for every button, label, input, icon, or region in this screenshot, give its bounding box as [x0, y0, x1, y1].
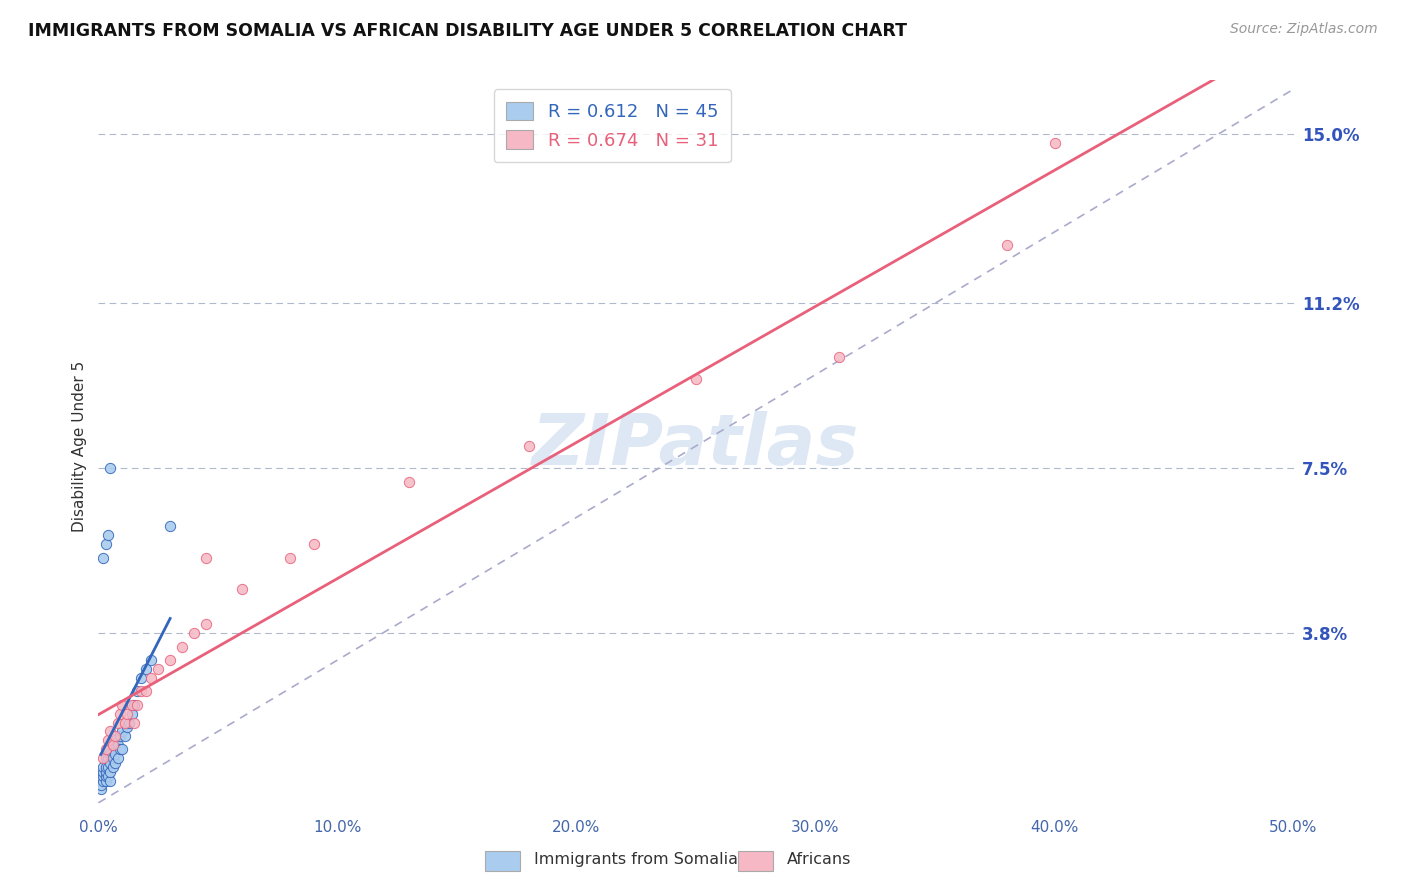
Point: [118, 715, 141, 730]
Point: [101, 760, 124, 774]
Point: [94, 760, 117, 774]
Point: [195, 617, 218, 632]
Point: [94, 537, 117, 551]
Legend: R = 0.612   N = 45, R = 0.674   N = 31: R = 0.612 N = 45, R = 0.674 N = 31: [494, 89, 731, 162]
Point: [97, 751, 120, 765]
Text: Source: ZipAtlas.com: Source: ZipAtlas.com: [1230, 22, 1378, 37]
Point: [97, 528, 120, 542]
Point: [139, 653, 162, 667]
Point: [111, 724, 134, 739]
Point: [97, 733, 120, 747]
Point: [108, 742, 131, 756]
Point: [159, 653, 181, 667]
Y-axis label: Disability Age Under 5: Disability Age Under 5: [72, 360, 87, 532]
Point: [685, 372, 707, 386]
Point: [101, 738, 124, 752]
Point: [108, 706, 131, 721]
Point: [98, 756, 122, 770]
Point: [91, 760, 114, 774]
Point: [124, 715, 146, 730]
Point: [121, 698, 143, 712]
Point: [94, 742, 117, 756]
Point: [114, 715, 136, 730]
Point: [94, 751, 117, 765]
Point: [115, 706, 138, 721]
Point: [91, 769, 114, 783]
Point: [172, 640, 194, 654]
Point: [398, 475, 420, 489]
Point: [107, 738, 129, 752]
Point: [98, 461, 122, 475]
Point: [91, 764, 114, 779]
Point: [90, 778, 112, 792]
Point: [995, 238, 1018, 252]
Point: [91, 751, 114, 765]
Point: [131, 684, 153, 698]
Point: [183, 626, 205, 640]
Point: [101, 738, 124, 752]
Point: [1043, 136, 1066, 150]
Point: [121, 706, 143, 721]
Point: [90, 782, 112, 797]
Text: Africans: Africans: [787, 853, 852, 867]
Point: [104, 756, 127, 770]
Point: [114, 729, 136, 743]
Point: [97, 769, 120, 783]
Point: [125, 698, 148, 712]
Point: [97, 760, 120, 774]
Point: [231, 582, 253, 596]
Point: [94, 769, 117, 783]
Point: [98, 764, 122, 779]
Point: [98, 773, 122, 788]
Text: ZIPatlas: ZIPatlas: [533, 411, 859, 481]
Point: [115, 720, 138, 734]
Point: [94, 764, 117, 779]
Text: IMMIGRANTS FROM SOMALIA VS AFRICAN DISABILITY AGE UNDER 5 CORRELATION CHART: IMMIGRANTS FROM SOMALIA VS AFRICAN DISAB…: [28, 22, 907, 40]
Point: [159, 519, 181, 533]
Point: [107, 751, 129, 765]
Point: [94, 773, 117, 788]
Point: [124, 698, 146, 712]
Point: [101, 751, 124, 765]
Point: [139, 671, 162, 685]
Point: [302, 537, 325, 551]
Point: [148, 662, 170, 676]
Point: [98, 747, 122, 761]
Point: [104, 747, 127, 761]
Point: [98, 724, 122, 739]
Point: [111, 742, 134, 756]
Point: [135, 684, 157, 698]
Point: [517, 439, 540, 453]
Point: [125, 684, 148, 698]
Text: Immigrants from Somalia: Immigrants from Somalia: [534, 853, 738, 867]
Point: [91, 550, 114, 565]
Point: [104, 733, 127, 747]
Point: [108, 729, 131, 743]
Point: [135, 662, 157, 676]
Point: [91, 773, 114, 788]
Point: [195, 550, 218, 565]
Point: [97, 742, 120, 756]
Point: [828, 350, 851, 364]
Point: [104, 729, 127, 743]
Point: [111, 698, 134, 712]
Point: [278, 550, 301, 565]
Point: [131, 671, 153, 685]
Point: [107, 715, 129, 730]
